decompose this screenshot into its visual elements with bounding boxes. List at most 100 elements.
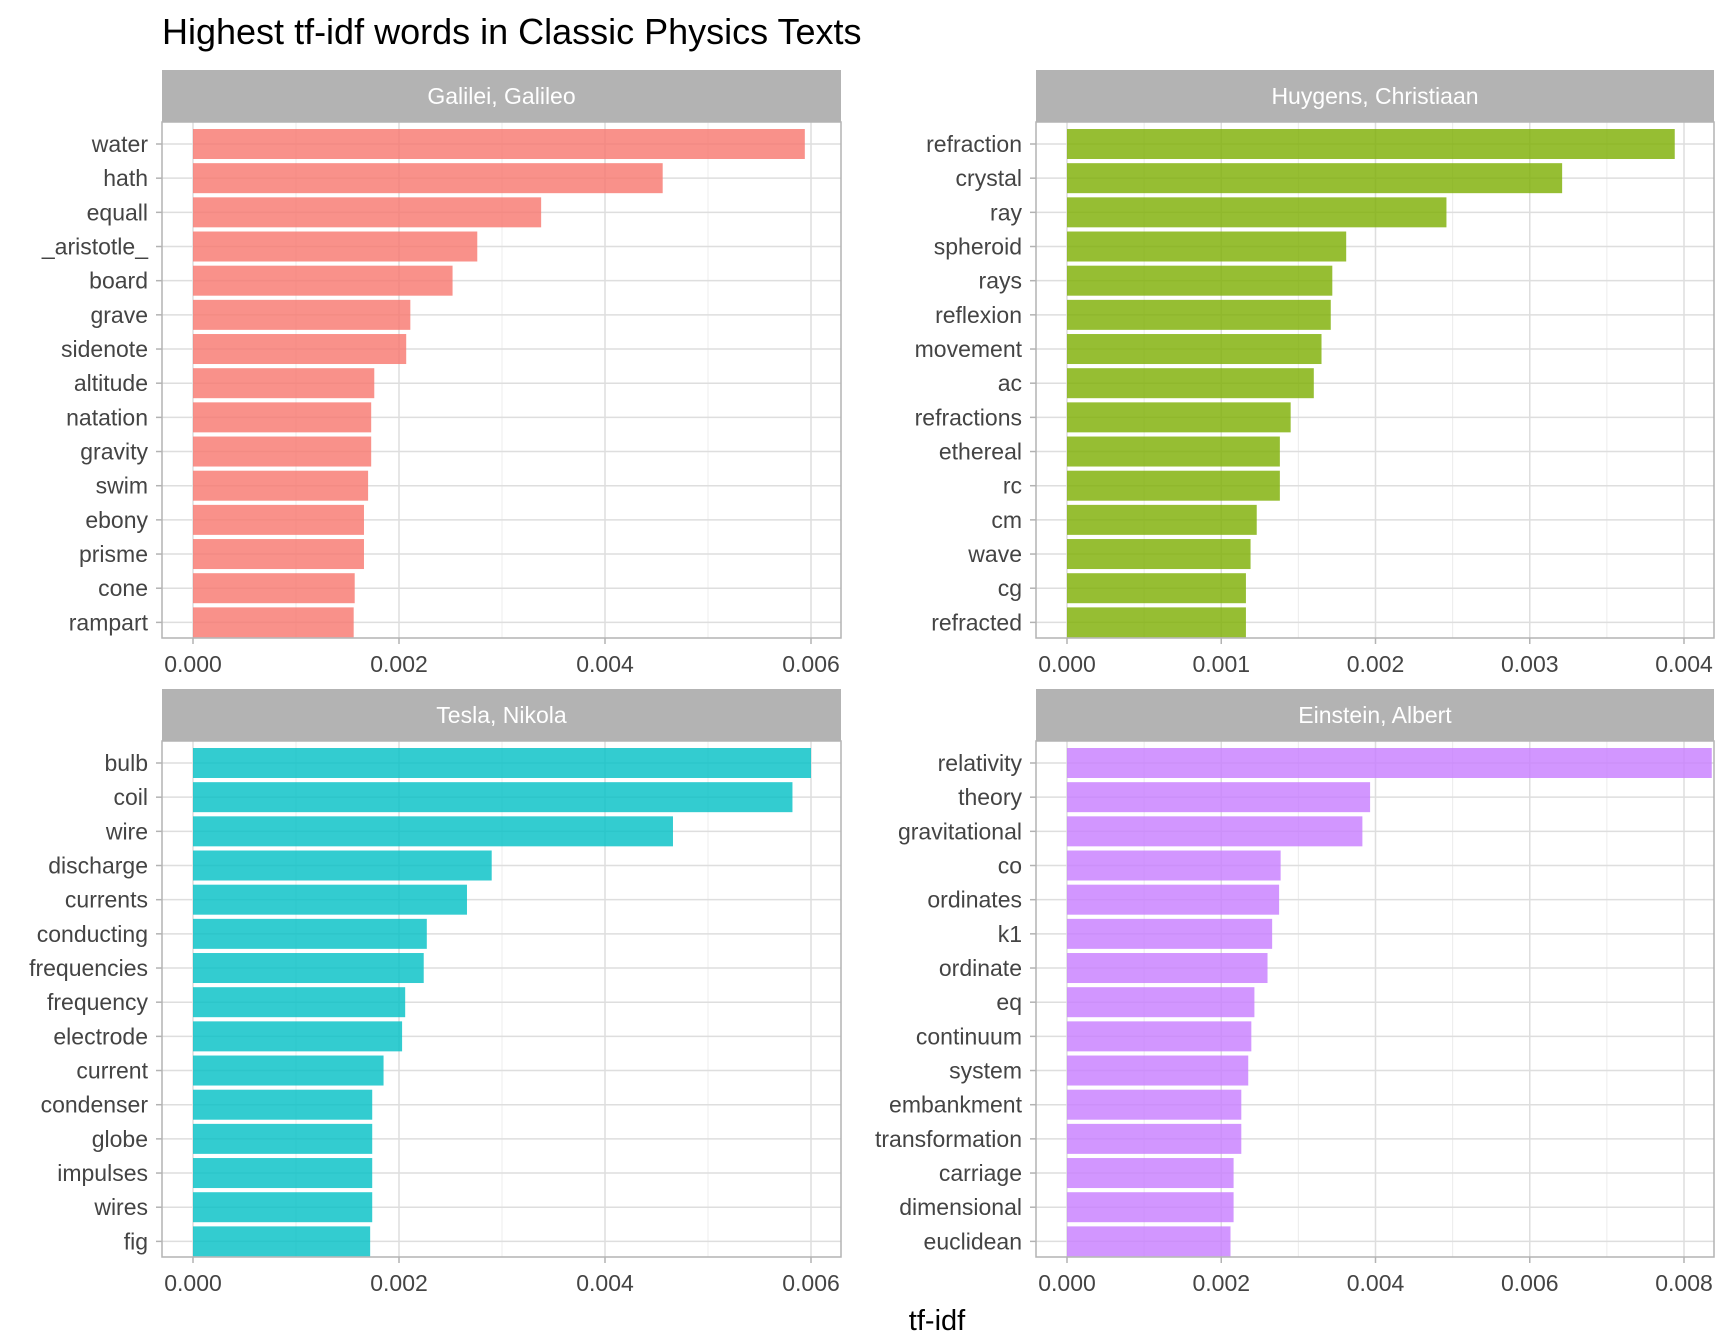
bar [193, 1192, 373, 1223]
x-tick-label: 0.004 [576, 651, 634, 677]
bar [193, 368, 375, 399]
bar [193, 231, 478, 262]
panel-border [161, 121, 842, 639]
x-tick-label: 0.008 [1655, 1270, 1713, 1296]
bar [193, 1089, 373, 1120]
category-label: globe [92, 1126, 148, 1152]
facet-strip-label: Huygens, Christiaan [1271, 83, 1478, 109]
bar [193, 816, 673, 847]
category-label: euclidean [924, 1228, 1022, 1254]
category-label: condenser [41, 1092, 149, 1118]
category-label: impulses [57, 1160, 148, 1186]
bar [193, 504, 364, 535]
bar [193, 334, 407, 365]
category-label: dimensional [899, 1194, 1022, 1220]
bar [193, 782, 793, 813]
x-tick-label: 0.004 [1347, 1270, 1405, 1296]
facet-strip [162, 70, 841, 122]
bar [193, 1123, 373, 1154]
bar [1067, 1192, 1234, 1223]
bar [1067, 129, 1675, 159]
bar [193, 748, 811, 778]
bar [1067, 918, 1273, 949]
bar [1067, 953, 1268, 984]
bar [193, 987, 406, 1018]
category-label: cg [998, 575, 1022, 601]
category-label: discharge [48, 853, 148, 879]
bar [1067, 782, 1371, 813]
category-label: fig [124, 1228, 148, 1254]
category-label: refracted [931, 609, 1022, 635]
bar [1067, 573, 1246, 604]
facet-strip [162, 689, 841, 741]
bar [1067, 1158, 1234, 1189]
bar [1067, 1226, 1231, 1257]
category-label: altitude [74, 370, 148, 396]
category-label: ac [998, 370, 1022, 396]
category-label: gravity [80, 439, 148, 465]
bar [1067, 231, 1347, 262]
category-label: currents [65, 887, 148, 913]
x-tick-label: 0.002 [370, 1270, 428, 1296]
bar [1067, 368, 1314, 399]
bar [1067, 748, 1712, 778]
bar [193, 265, 453, 296]
category-label: rc [1003, 473, 1022, 499]
category-label: board [89, 268, 148, 294]
category-label: hath [103, 165, 148, 191]
x-tick-label: 0.004 [1655, 651, 1713, 677]
category-label: movement [915, 336, 1023, 362]
x-tick-label: 0.001 [1192, 651, 1250, 677]
facet-panel: Galilei, Galileo water hath equall _aristotl… [41, 70, 842, 677]
category-label: gravitational [898, 818, 1022, 844]
bar [1067, 850, 1281, 881]
facet-panel: Einstein, Albert relativity theory gravitat… [875, 689, 1715, 1296]
bar [1067, 470, 1280, 501]
category-label: natation [66, 404, 148, 430]
facet-strip-label: Einstein, Albert [1298, 702, 1452, 728]
facet-strip-label: Galilei, Galileo [427, 83, 575, 109]
x-tick-label: 0.002 [1347, 651, 1405, 677]
category-label: rampart [69, 609, 149, 635]
category-label: _aristotle_ [41, 234, 149, 260]
category-label: k1 [998, 921, 1022, 947]
category-label: theory [958, 784, 1022, 810]
category-label: embankment [889, 1092, 1023, 1118]
category-label: relativity [938, 750, 1023, 776]
panel-border [161, 740, 842, 1258]
category-label: coil [113, 784, 148, 810]
bar [1067, 163, 1563, 194]
category-label: cone [98, 575, 148, 601]
category-label: cm [991, 507, 1022, 533]
bar [193, 1055, 384, 1086]
category-label: carriage [939, 1160, 1022, 1186]
x-tick-label: 0.000 [1038, 651, 1096, 677]
x-tick-label: 0.006 [1501, 1270, 1559, 1296]
category-label: wire [105, 818, 148, 844]
category-label: spheroid [934, 234, 1022, 260]
category-label: grave [90, 302, 148, 328]
category-label: current [76, 1058, 148, 1084]
bar [1067, 1021, 1252, 1052]
category-label: frequency [47, 989, 149, 1015]
bar [1067, 265, 1333, 296]
x-tick-label: 0.004 [576, 1270, 634, 1296]
facet-panel: Huygens, Christiaanrefractioncrystalrays… [915, 70, 1715, 677]
category-label: electrode [53, 1023, 148, 1049]
category-label: bulb [105, 750, 148, 776]
category-label: equall [87, 199, 148, 225]
bar [193, 607, 354, 638]
bar [1067, 1123, 1242, 1154]
category-label: continuum [916, 1023, 1022, 1049]
bar [1067, 436, 1280, 467]
category-label: sidenote [61, 336, 148, 362]
x-tick-label: 0.000 [1038, 1270, 1096, 1296]
category-label: ethereal [939, 439, 1022, 465]
category-label: rays [979, 268, 1022, 294]
category-label: reflexion [935, 302, 1022, 328]
bar [1067, 1055, 1249, 1086]
bar [193, 402, 372, 433]
bar [193, 953, 424, 984]
category-label: ordinates [927, 887, 1022, 913]
